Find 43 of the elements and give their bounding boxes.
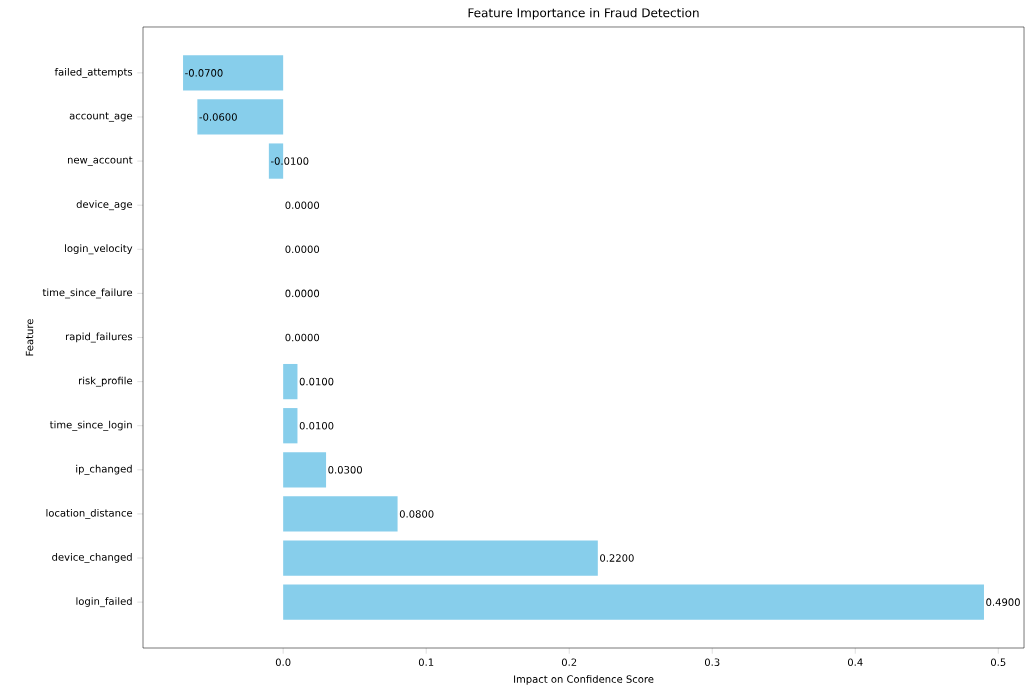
y-tick-label: login_failed [76,597,132,608]
y-tick-label: rapid_failures [65,332,133,343]
bar [283,584,984,620]
y-tick-label: location_distance [46,508,133,519]
bar [283,408,298,444]
data-label: -0.0700 [185,69,223,77]
data-label: 0.0100 [299,421,334,430]
y-tick-label: account_age [69,112,133,122]
data-label: 0.0800 [399,510,434,518]
y-tick-label: login_velocity [65,244,133,255]
x-tick-label: 0.5 [990,658,1006,666]
y-tick-label: new_account [67,156,133,166]
bar [197,99,284,135]
data-label: 0.0100 [299,377,334,386]
y-tick-label: device_changed [52,553,132,564]
x-tick-label: 0.2 [561,658,577,666]
y-axis-title: Feature [25,319,34,356]
data-label: 0.0000 [285,289,320,298]
chart-title: Feature Importance in Fraud Detection [468,8,699,20]
y-tick-label: failed_attempts [54,67,133,78]
y-tick-label: time_since_failure [42,288,133,299]
y-tick-label: risk_profile [79,376,133,387]
data-label: 0.0300 [328,466,362,474]
data-label: -0.0100 [270,157,309,165]
x-axis-title: Impact on Confidence Score [514,675,654,685]
data-label: 0.0000 [285,201,320,209]
bar [283,363,298,400]
bar [283,496,398,532]
x-tick-label: 0.3 [704,658,720,666]
data-label: 0.2200 [600,554,634,562]
y-tick-label: time_since_login [49,420,132,431]
data-label: 0.0000 [285,333,320,342]
data-label: -0.0600 [199,113,237,121]
data-label: 0.0000 [285,245,320,254]
x-tick-label: 0.4 [847,658,863,666]
x-tick-label: 0.0 [275,658,291,666]
bar [283,452,327,488]
y-tick-label: ip_changed [76,464,132,475]
y-tick-label: device_age [76,200,133,211]
bar [183,55,284,91]
data-label: 0.4900 [986,598,1020,606]
bar [283,540,598,576]
x-tick-label: 0.1 [418,658,434,666]
